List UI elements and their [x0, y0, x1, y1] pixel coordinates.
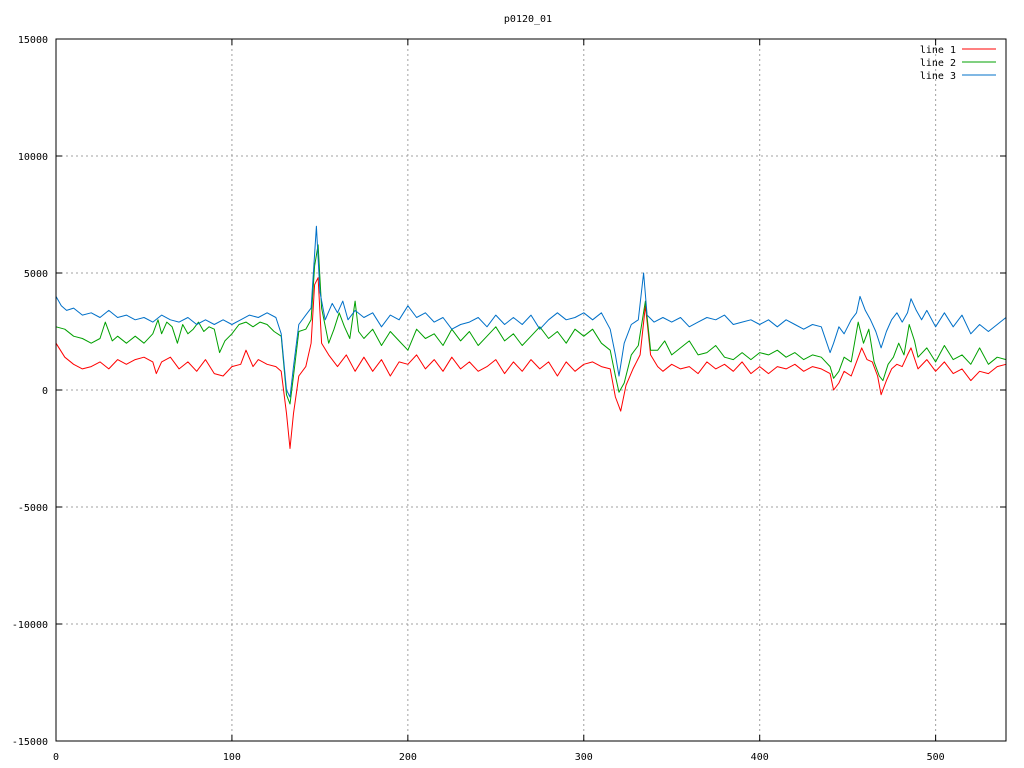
y-tick-label: -10000 [12, 620, 48, 631]
y-tick-label: 0 [42, 386, 48, 397]
legend: line 1 line 2 line 3 [920, 45, 996, 82]
plot-series [55, 225, 1007, 449]
x-tick-label: 200 [399, 752, 417, 763]
chart-title: p0120_01 [504, 14, 552, 25]
x-tick-label: 500 [927, 752, 945, 763]
y-tick-label: -5000 [18, 503, 48, 514]
y-tick-label: -15000 [12, 737, 48, 748]
y-tick-label: 15000 [18, 35, 48, 46]
series-line-3 [55, 225, 1007, 398]
x-tick-label: 100 [223, 752, 241, 763]
series-line-1 [55, 277, 1007, 449]
grid [56, 39, 1006, 741]
y-tick-label: 10000 [18, 152, 48, 163]
y-tick-label: 5000 [24, 269, 48, 280]
legend-label-3: line 3 [920, 71, 956, 82]
legend-label-1: line 1 [920, 45, 956, 56]
axes: -15000 -10000 -5000 0 5000 10000 15000 0 100 200 3… [12, 35, 1006, 763]
x-tick-label: 300 [575, 752, 593, 763]
legend-label-2: line 2 [920, 58, 956, 69]
x-tick-label: 0 [53, 752, 59, 763]
series-line-2 [55, 244, 1007, 405]
x-tick-label: 400 [751, 752, 769, 763]
